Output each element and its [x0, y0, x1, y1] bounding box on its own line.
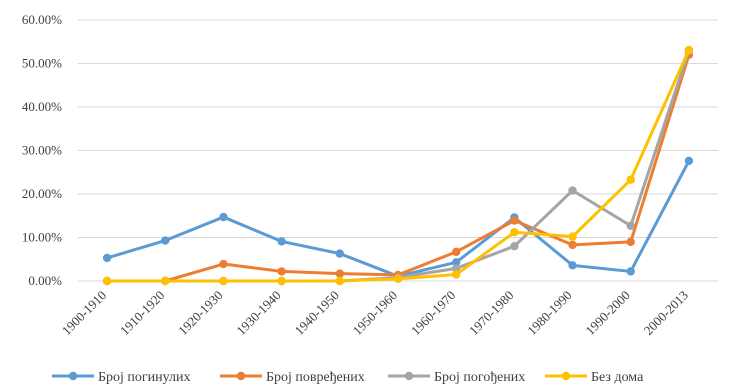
- legend-item: Без дома: [545, 370, 644, 385]
- x-tick-label: 1980-1990: [524, 288, 574, 338]
- data-point: [684, 156, 694, 166]
- legend-marker: [236, 371, 246, 381]
- series-lines: [102, 45, 694, 286]
- x-tick-label: 1960-1970: [408, 288, 458, 338]
- data-point: [219, 276, 228, 286]
- data-point: [161, 276, 170, 286]
- x-tick-label: 1950-1960: [350, 288, 400, 338]
- data-point: [568, 261, 577, 270]
- data-point: [335, 276, 345, 286]
- data-point: [335, 269, 345, 278]
- y-tick-label: 60.00%: [22, 12, 62, 27]
- series-3: [102, 46, 694, 286]
- x-axis-tick-labels: 1900-1910 1910-1920 1920-1930 1930-1940 1940…: [59, 288, 691, 338]
- series-line: [107, 49, 691, 283]
- legend-label: Без дома: [591, 370, 644, 385]
- y-tick-label: 50.00%: [22, 56, 62, 71]
- y-axis-tick-labels: 0.00% 10.00% 20.00% 30.00% 40.00% 50.00% 60.00…: [22, 12, 62, 288]
- data-point: [626, 175, 635, 184]
- data-point: [161, 236, 170, 245]
- data-point: [451, 247, 461, 257]
- data-point: [277, 267, 286, 276]
- data-point: [510, 228, 519, 237]
- y-tick-label: 30.00%: [22, 143, 62, 158]
- series-line: [106, 160, 691, 278]
- legend-label: Број погинулих: [98, 370, 191, 385]
- series-2: [102, 50, 694, 286]
- series-1: [102, 156, 694, 281]
- data-point: [568, 186, 577, 195]
- data-point: [451, 270, 461, 279]
- data-point: [684, 45, 694, 55]
- legend-label: Број повређених: [266, 370, 365, 385]
- gridlines: [78, 19, 718, 282]
- x-tick-label: 1920-1930: [175, 288, 225, 338]
- data-point: [626, 221, 635, 230]
- legend-marker: [404, 371, 414, 381]
- data-point: [568, 240, 577, 250]
- y-tick-label: 20.00%: [22, 186, 62, 201]
- legend-marker: [68, 371, 78, 381]
- legend-label: Број погођених: [434, 370, 525, 385]
- data-point: [393, 274, 403, 284]
- x-tick-label: 1940-1950: [291, 288, 341, 338]
- data-point: [510, 216, 519, 225]
- data-point: [102, 276, 112, 286]
- data-point: [451, 264, 461, 273]
- data-point: [277, 276, 286, 286]
- data-point: [277, 237, 286, 246]
- data-point: [626, 267, 635, 276]
- data-point: [451, 258, 461, 267]
- y-tick-label: 10.00%: [22, 230, 62, 245]
- series-line: [107, 49, 691, 283]
- y-tick-label: 40.00%: [22, 99, 62, 114]
- x-tick-label: 1990-2000: [582, 288, 632, 338]
- legend-item: Број погођених: [388, 370, 525, 385]
- legend: Број погинулих Број повређених Број погође…: [52, 370, 644, 385]
- y-tick-label: 0.00%: [28, 273, 62, 288]
- data-point: [335, 249, 345, 258]
- x-tick-label: 1900-1910: [59, 288, 109, 338]
- data-point: [510, 242, 519, 251]
- data-point: [219, 212, 228, 222]
- data-point: [219, 259, 228, 269]
- legend-marker: [561, 371, 571, 381]
- data-point: [626, 237, 635, 247]
- legend-item: Број повређених: [220, 370, 365, 385]
- data-point: [102, 253, 112, 263]
- x-tick-label: 1970-1980: [466, 288, 516, 338]
- x-tick-label: 1910-1920: [117, 288, 167, 338]
- x-tick-label: 1930-1940: [233, 288, 283, 338]
- series-line: [107, 54, 691, 283]
- x-tick-label: 2000-2013: [641, 288, 691, 338]
- data-point: [568, 232, 577, 241]
- legend-item: Број погинулих: [52, 370, 191, 385]
- series-4: [102, 45, 694, 286]
